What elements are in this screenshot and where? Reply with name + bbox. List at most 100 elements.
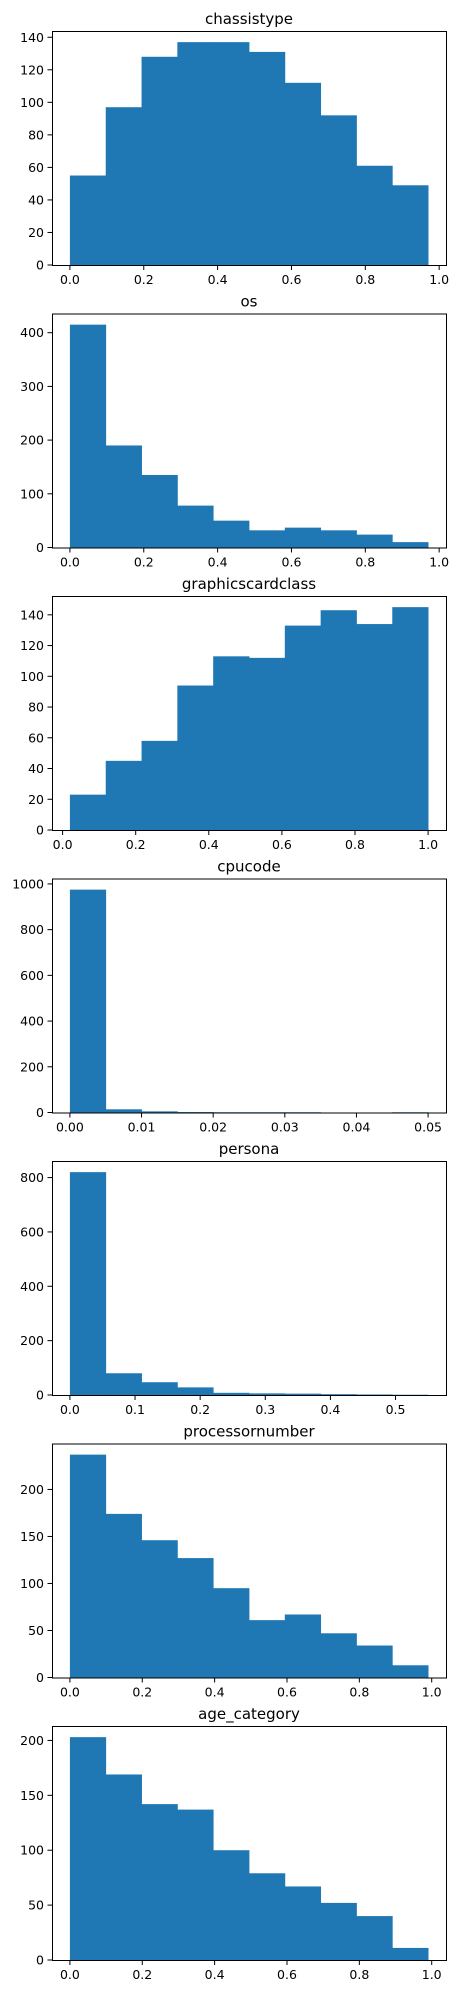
y-tick-label: 800 <box>20 922 44 937</box>
x-tick-label: 0.2 <box>134 272 154 287</box>
histogram-bar <box>392 607 429 830</box>
histogram-bar <box>249 1873 286 1960</box>
axes-frame <box>52 1726 447 1961</box>
y-tick-label: 600 <box>20 968 44 983</box>
y-tick-label: 0 <box>36 823 44 838</box>
y-tick-label: 200 <box>20 1482 44 1497</box>
histogram-bar <box>141 1382 178 1395</box>
histogram-bar <box>177 42 214 265</box>
panel-processornumber: processornumber 0.0 0.2 0.4 0.6 0.8 1.0 0 50 100 1… <box>20 1423 447 1700</box>
histogram-bar <box>249 657 286 830</box>
chart-title: os <box>241 293 258 311</box>
x-tick-label: 0.6 <box>277 1685 297 1700</box>
y-tick-label: 0 <box>36 1105 44 1120</box>
histogram-bar <box>320 530 357 548</box>
x-tick-label: 0.0 <box>60 272 80 287</box>
x-tick-label: 0.00 <box>56 1120 84 1135</box>
x-tick-label: 0.6 <box>277 1967 297 1982</box>
histogram-bar <box>392 1665 429 1678</box>
histogram-bar <box>69 1454 107 1678</box>
histogram-bar <box>356 624 393 830</box>
histogram-bar <box>105 1373 142 1395</box>
histogram-bar <box>141 56 178 265</box>
histogram-bar <box>320 1394 357 1395</box>
x-tick-label: 0.0 <box>60 1402 80 1417</box>
y-tick-label: 200 <box>20 1733 44 1748</box>
y-tick-label: 1000 <box>12 876 44 891</box>
histogram-bar <box>392 185 429 265</box>
x-tick-label: 0.02 <box>199 1120 227 1135</box>
panel-cpucode: cpucode 0.00 0.01 0.02 0.03 0.04 0.05 0 200 400 60… <box>12 858 447 1135</box>
x-tick-label: 0.2 <box>190 1402 210 1417</box>
histogram-bar <box>213 42 250 265</box>
x-tick-label: 0.4 <box>208 272 228 287</box>
x-tick-label: 0.4 <box>320 1402 340 1417</box>
panel-age-category: age_category 0.0 0.2 0.4 0.6 0.8 1.0 0 50 100 150 2… <box>20 1705 447 1982</box>
histogram-bar <box>320 115 357 265</box>
y-tick-label: 200 <box>20 1059 44 1074</box>
x-tick-label: 0.4 <box>205 1685 225 1700</box>
histogram-bar <box>213 1850 250 1960</box>
axes-frame <box>52 1161 447 1396</box>
y-tick-label: 0 <box>36 258 44 273</box>
histogram-bar <box>284 1886 322 1960</box>
panel-persona: persona 0.0 0.1 0.2 0.3 0.4 0.5 0 200 400 600 800 <box>20 1140 447 1417</box>
x-tick-label: 0.01 <box>128 1120 156 1135</box>
x-tick-label: 0.6 <box>272 837 292 852</box>
chart-title: chassistype <box>205 10 293 28</box>
histogram-bar <box>105 1513 142 1678</box>
y-tick-label: 800 <box>20 1170 44 1185</box>
panel-graphicscardclass: graphicscardclass 0.0 0.2 0.4 0.6 0.8 1.0 0 20 40… <box>20 575 447 852</box>
histogram-bar <box>249 530 286 548</box>
y-tick-label: 0 <box>36 1670 44 1685</box>
histogram-bar <box>105 107 142 266</box>
histogram-bar <box>213 1588 250 1678</box>
x-tick-label: 0.8 <box>355 555 375 570</box>
histogram-bar <box>249 1620 286 1678</box>
axes-frame <box>52 313 447 549</box>
x-tick-label: 0.0 <box>60 1967 80 1982</box>
chart-title: processornumber <box>183 1423 315 1441</box>
chart-title: graphicscardclass <box>182 575 316 593</box>
y-tick-label: 100 <box>20 486 44 501</box>
axes-frame <box>52 31 447 266</box>
histogram-bar <box>177 685 214 830</box>
x-tick-label: 0.0 <box>60 1685 80 1700</box>
y-tick-label: 60 <box>28 730 44 745</box>
histogram-bar <box>177 1809 214 1960</box>
histogram-bar <box>141 1804 178 1960</box>
x-tick-label: 0.0 <box>53 837 73 852</box>
axes-frame <box>52 1443 447 1679</box>
x-tick-label: 0.4 <box>208 555 228 570</box>
chart-title: age_category <box>198 1705 300 1724</box>
y-tick-label: 600 <box>20 1224 44 1239</box>
y-tick-label: 20 <box>28 225 44 240</box>
x-tick-label: 0.6 <box>282 555 302 570</box>
histogram-bar <box>356 1916 393 1960</box>
x-tick-label: 0.8 <box>355 272 375 287</box>
histogram-bar <box>356 1394 393 1395</box>
histogram-bar <box>141 1540 178 1678</box>
x-tick-label: 0.05 <box>414 1120 442 1135</box>
histogram-bar <box>213 656 250 830</box>
y-tick-label: 40 <box>28 192 44 207</box>
histogram-bar <box>249 51 286 266</box>
x-tick-label: 0.4 <box>205 1967 225 1982</box>
x-tick-label: 0.8 <box>349 1685 369 1700</box>
histogram-bar <box>249 1393 286 1395</box>
histogram-bar <box>392 1947 429 1960</box>
x-tick-label: 0.2 <box>132 1967 152 1982</box>
y-tick-label: 150 <box>20 1788 44 1803</box>
panel-chassistype: chassistype 0.0 0.2 0.4 0.6 0.8 1.0 0 20 40 60 80 10… <box>20 10 449 287</box>
chart-title: cpucode <box>217 858 280 876</box>
x-tick-label: 0.2 <box>126 837 146 852</box>
histogram-bar <box>356 1645 393 1678</box>
histogram-bar <box>320 1633 357 1678</box>
y-tick-label: 0 <box>36 1953 44 1968</box>
y-tick-label: 100 <box>20 669 44 684</box>
axes-frame <box>52 596 447 831</box>
y-tick-label: 60 <box>28 160 44 175</box>
y-tick-label: 50 <box>28 1623 44 1638</box>
x-tick-label: 0.6 <box>282 272 302 287</box>
